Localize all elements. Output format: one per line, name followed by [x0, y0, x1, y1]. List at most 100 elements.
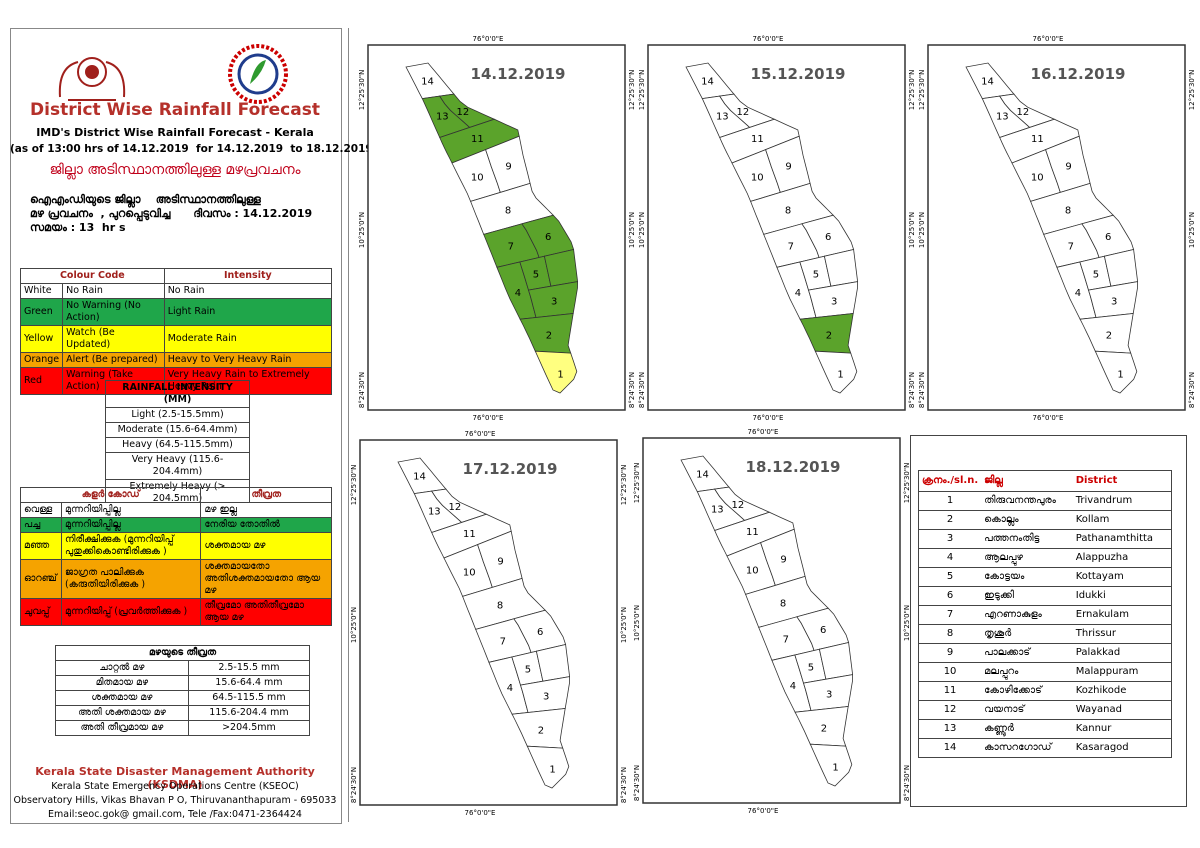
- cell: ശക്തമായതോ അതിശക്തമായതോ ആയ മഴ: [200, 559, 332, 599]
- lat-label: 8°24'30"N: [908, 372, 916, 408]
- map-date: 15.12.2019: [751, 65, 846, 83]
- cell: Alert (Be prepared): [62, 352, 165, 368]
- district-number: 11: [463, 529, 476, 540]
- district-number: 9: [1065, 161, 1071, 172]
- cell: White: [19, 283, 64, 299]
- cell: കോട്ടയം: [981, 567, 1073, 587]
- lat-label: 8°24'30"N: [903, 765, 911, 801]
- district-number: 4: [790, 681, 796, 692]
- map-date: 17.12.2019: [463, 460, 558, 478]
- row: ഓറഞ്ച് ജാഗ്രത പാലിക്കുക (കരുതിയിരിക്കുക )…: [20, 559, 332, 599]
- district-number: 2: [546, 330, 552, 341]
- cell: Light Rain: [163, 298, 333, 326]
- row: പച്ച മുന്നറിയിപ്പില്ല നേരിയ തോതിൽ: [20, 517, 332, 533]
- district-number: 3: [831, 297, 837, 308]
- district-number: 1: [837, 369, 843, 380]
- cell: മഴ ഇല്ല: [200, 502, 332, 518]
- map: 14 13 12 11 10 9 8 7 6 4 5 3 2 1 18.12.2019 76°0'0"E 76°…: [633, 428, 911, 815]
- cell: ചാറ്റൽ മഴ: [55, 660, 189, 676]
- footer-line: Kerala State Emergency Operations Centre…: [51, 781, 299, 792]
- map-frame: 14 13 12 11 10 9 8 7 6 4 5 3 2 1 15.12.2019 76°0'0"E 76°…: [638, 35, 916, 422]
- cell: 4: [918, 548, 982, 568]
- header-row: മഴയുടെ തീവ്രത: [55, 645, 310, 661]
- cell: കണ്ണൂർ: [981, 719, 1073, 739]
- cell: അതി ശക്തമായ മഴ: [55, 705, 189, 721]
- footer-line: Email:seoc.gok@ gmail.com, Tele /Fax:047…: [48, 809, 302, 820]
- map-frame: 14 13 12 11 10 9 8 7 6 4 5 3 2 1 17.12.2019 76°0'0"E 76°…: [350, 430, 628, 817]
- district-number: 9: [497, 556, 503, 567]
- cell: മലപ്പുറം: [981, 662, 1073, 682]
- district-number: 6: [537, 627, 543, 638]
- district-number: 7: [500, 637, 506, 648]
- lat-label: 8°24'30"N: [358, 372, 366, 408]
- lat-label: 12°25'30"N: [908, 70, 916, 111]
- lat-label: 8°24'30"N: [350, 767, 358, 803]
- cell: >204.5mm: [187, 720, 311, 736]
- cell: Heavy (64.5-115.5mm): [105, 437, 250, 453]
- cell: Moderate (15.6-64.4mm): [105, 422, 250, 438]
- ml-line: സമയം : 13 hr s: [30, 221, 126, 234]
- cell: മിതമായ മഴ: [55, 675, 189, 691]
- district-number: 8: [505, 205, 511, 216]
- cell: നിരീക്ഷിക്കുക (മുന്നറിയിപ്പ് പുതുക്കികൊണ…: [60, 532, 202, 560]
- cell: Thrissur: [1072, 624, 1172, 644]
- ml-intensity-table-box: മഴയുടെ തീവ്രത ചാറ്റൽ മഴ 2.5-15.5 mm മിതമായ …: [55, 645, 311, 736]
- cell: Alappuzha: [1072, 548, 1172, 568]
- lat-label: 8°24'30"N: [1188, 372, 1196, 408]
- cell: 115.6-204.4 mm: [187, 705, 311, 721]
- lat-label: 12°25'30"N: [628, 70, 636, 111]
- lat-label: 12°25'30"N: [633, 463, 641, 504]
- lat-label: 10°25'0"N: [628, 212, 636, 248]
- table: കളർ കോഡ് തീവ്രത വെള്ള മുന്നറിയിപ്പില്ല മഴ ഇല…: [19, 487, 332, 626]
- colour-table-box: Colour Code Intensity White No Rain No Rain G…: [19, 268, 333, 395]
- lon-label: 76°0'0"E: [753, 414, 784, 422]
- district-number: 14: [981, 77, 994, 88]
- map: 14 13 12 11 10 9 8 7 6 4 5 3 2 1 15.12.2019 76°0'0"E 76°…: [638, 35, 916, 422]
- district-number: 4: [515, 288, 521, 299]
- period: (as of 13:00 hrs of 14.12.2019 for 14.12…: [10, 143, 378, 155]
- ml-colour-table-box: കളർ കോഡ് തീവ്രത വെള്ള മുന്നറിയിപ്പില്ല മഴ ഇല…: [19, 487, 332, 626]
- row: 5 കോട്ടയം Kottayam: [918, 567, 1172, 587]
- district: [534, 350, 578, 394]
- district-number: 11: [471, 134, 484, 145]
- district-number: 7: [783, 635, 789, 646]
- row: 2 കൊല്ലം Kollam: [918, 510, 1172, 530]
- title: District Wise Rainfall Forecast: [30, 100, 320, 120]
- lat-label: 12°25'30"N: [903, 463, 911, 504]
- cell: Kozhikode: [1072, 681, 1172, 701]
- row: Very Heavy (115.6-204.4mm): [105, 452, 250, 480]
- cell: ശക്തമായ മഴ: [55, 690, 189, 706]
- lat-label: 8°24'30"N: [918, 372, 926, 408]
- cell: 3: [918, 529, 982, 549]
- row: White No Rain No Rain: [19, 283, 333, 299]
- district-number: 3: [1111, 297, 1117, 308]
- lon-label: 76°0'0"E: [1033, 35, 1064, 43]
- district-number: 12: [737, 107, 750, 118]
- cell: എറണാകുളം: [981, 605, 1073, 625]
- header-cell: Colour Code: [20, 268, 165, 284]
- row: Green No Warning (No Action) Light Rain: [19, 298, 333, 326]
- row: Yellow Watch (Be Updated) Moderate Rain: [19, 325, 333, 353]
- district-number: 6: [820, 625, 826, 636]
- cell: Green: [19, 298, 64, 326]
- cell: Ernakulam: [1072, 605, 1172, 625]
- district-number: 5: [1093, 270, 1099, 281]
- lat-label: 12°25'30"N: [1188, 70, 1196, 111]
- map-frame: 14 13 12 11 10 9 8 7 6 4 5 3 2 1 16.12.2019 76°0'0"E 76°…: [918, 35, 1196, 422]
- cell: നേരിയ തോതിൽ: [200, 517, 332, 533]
- lat-label: 10°25'0"N: [620, 607, 628, 643]
- district-number: 4: [795, 288, 801, 299]
- cell: 6: [918, 586, 982, 606]
- district-number: 9: [505, 161, 511, 172]
- cell: അതി തീവ്രമായ മഴ: [55, 720, 189, 736]
- cell: Very Heavy (115.6-204.4mm): [105, 452, 250, 480]
- cell: വെള്ള: [20, 502, 62, 518]
- map: 14 13 12 11 10 9 8 7 6 4 5 3 2 1 14.12.2019 76°0'0"E 76°…: [358, 35, 636, 422]
- cell: 2.5-15.5 mm: [187, 660, 311, 676]
- divider: [348, 28, 349, 822]
- cell: Watch (Be Updated): [62, 325, 165, 353]
- district-number: 14: [701, 77, 714, 88]
- header-row: കളർ കോഡ് തീവ്രത: [19, 487, 332, 503]
- map-date: 16.12.2019: [1031, 65, 1126, 83]
- cell: 15.6-64.4 mm: [187, 675, 311, 691]
